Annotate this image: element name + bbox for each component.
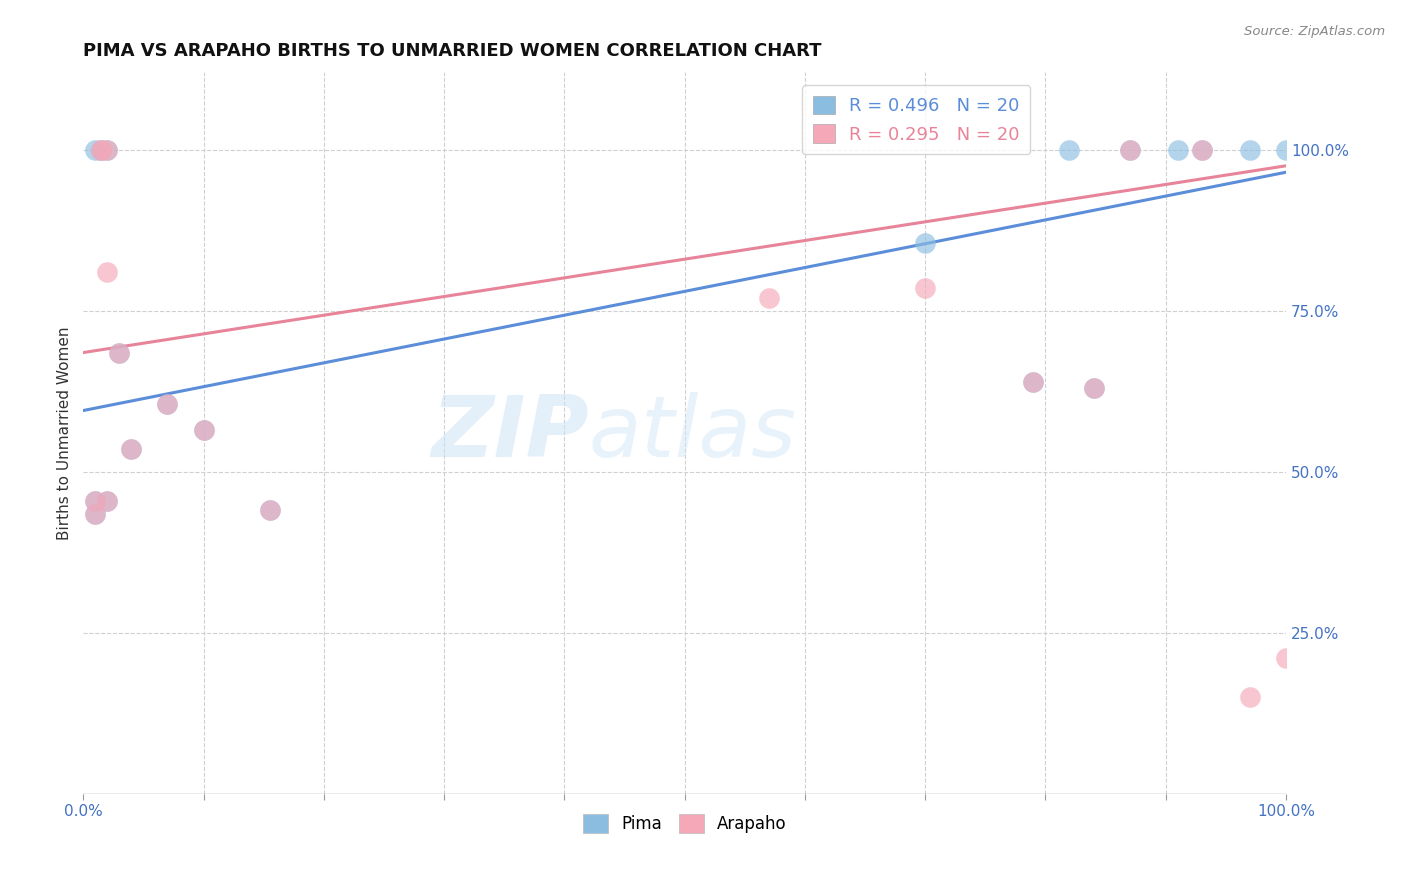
Point: [84, 507, 107, 521]
Point: [90, 143, 112, 157]
Point: [84, 143, 107, 157]
Legend: Pima, Arapaho: Pima, Arapaho: [576, 807, 793, 839]
Point: [96, 493, 118, 508]
Point: [1275, 143, 1298, 157]
Point: [84, 493, 107, 508]
Point: [1191, 143, 1213, 157]
Point: [120, 442, 142, 457]
Point: [96, 493, 118, 508]
Point: [259, 503, 281, 517]
Point: [1022, 375, 1045, 389]
Point: [1191, 143, 1213, 157]
Point: [96, 265, 118, 279]
Point: [120, 442, 142, 457]
Point: [1239, 690, 1261, 704]
Point: [193, 423, 215, 437]
Point: [84, 493, 107, 508]
Point: [1118, 143, 1140, 157]
Point: [758, 291, 780, 305]
Text: ZIP: ZIP: [430, 392, 589, 475]
Point: [1083, 381, 1105, 395]
Point: [96, 143, 118, 157]
Text: PIMA VS ARAPAHO BIRTHS TO UNMARRIED WOMEN CORRELATION CHART: PIMA VS ARAPAHO BIRTHS TO UNMARRIED WOME…: [83, 42, 821, 60]
Point: [90, 143, 112, 157]
Y-axis label: Births to Unmarried Women: Births to Unmarried Women: [58, 326, 72, 540]
Point: [914, 281, 936, 295]
Point: [1083, 381, 1105, 395]
Point: [914, 236, 936, 251]
Point: [1167, 143, 1189, 157]
Point: [96, 143, 118, 157]
Text: atlas: atlas: [589, 392, 796, 475]
Point: [259, 503, 281, 517]
Point: [1118, 143, 1140, 157]
Point: [90, 143, 112, 157]
Point: [108, 345, 131, 359]
Point: [156, 397, 179, 411]
Point: [156, 397, 179, 411]
Text: Source: ZipAtlas.com: Source: ZipAtlas.com: [1244, 25, 1385, 38]
Point: [1275, 651, 1298, 665]
Point: [84, 507, 107, 521]
Point: [1059, 143, 1081, 157]
Point: [108, 345, 131, 359]
Point: [1022, 375, 1045, 389]
Point: [193, 423, 215, 437]
Point: [1239, 143, 1261, 157]
